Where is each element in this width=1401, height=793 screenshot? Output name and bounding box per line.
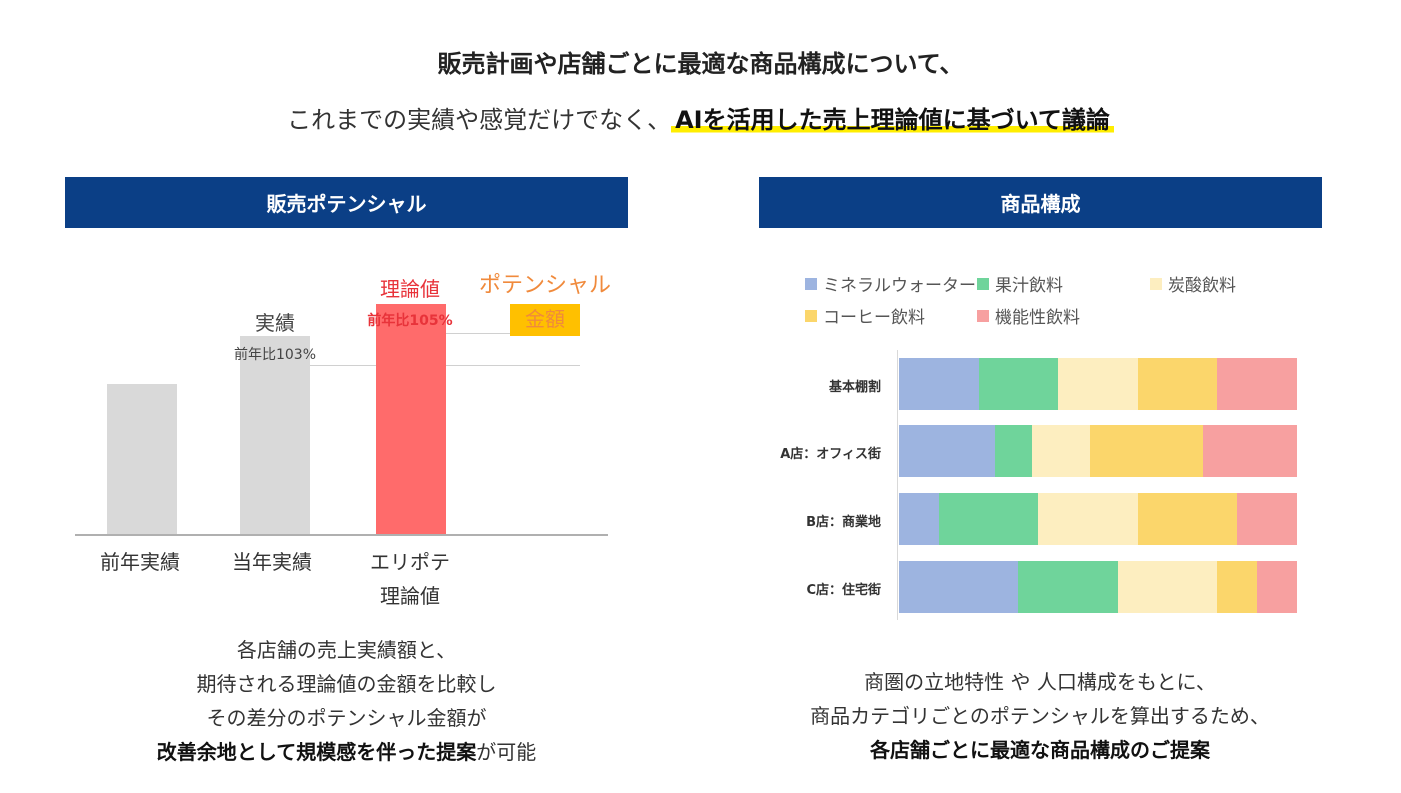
right-caption-bold: 各店舗ごとに最適な商品構成のご提案	[870, 738, 1210, 762]
legend-item: 機能性飲料	[977, 303, 1080, 328]
legend-item: コーヒー飲料	[805, 303, 925, 328]
theory-yoy: 前年比105%	[367, 313, 453, 329]
left-caption-line1: 各店舗の売上実績額と、	[236, 638, 457, 662]
bar-1	[107, 384, 177, 534]
chart-baseline	[75, 534, 608, 536]
stack-segment	[899, 358, 979, 410]
x-tick-label: 前年実績	[100, 550, 180, 574]
headline-line2: これまでの実績や感覚だけでなく、 AIを活用した売上理論値に基づいて議論	[0, 100, 1401, 135]
stack-segment	[1117, 561, 1218, 613]
left-caption-line2: 期待される理論値の金額を比較し	[196, 672, 497, 696]
legend-label: ミネラルウォーター	[823, 276, 976, 296]
legend-item: 果汁飲料	[977, 271, 1063, 296]
potential-label-line1: ポテンシャル	[478, 273, 611, 298]
y-tick-label: C店：住宅街	[806, 583, 881, 598]
left-caption-plain: が可能	[476, 740, 537, 764]
stack-segment	[1137, 358, 1218, 410]
stack-segment	[899, 493, 939, 545]
actual-yoy: 前年比103%	[233, 347, 317, 363]
stack-segment	[899, 425, 995, 477]
stack-segment	[1217, 358, 1297, 410]
x-tick-label: 当年実績	[232, 550, 312, 574]
y-tick-label: A店：オフィス街	[780, 447, 881, 462]
bar-2	[240, 336, 310, 534]
legend-label: 炭酸飲料	[1168, 276, 1236, 296]
stack-segment	[1058, 358, 1138, 410]
x-tick-label: エリポテ	[370, 550, 450, 574]
stack-segment	[1137, 493, 1238, 545]
left-caption-line3: その差分のポテンシャル金額が	[206, 706, 487, 730]
headline-highlight: AIを活用した売上理論値に基づいて議論	[671, 106, 1114, 134]
bar-3	[376, 304, 446, 534]
stack-segment	[1203, 425, 1297, 477]
headline-line1: 販売計画や店舗ごとに最適な商品構成について、	[437, 50, 964, 78]
legend-swatch	[977, 277, 989, 290]
stack-segment	[1038, 493, 1138, 545]
actual-label: 実績	[255, 311, 295, 335]
headline-line2-plain: これまでの実績や感覚だけでなく、	[287, 106, 672, 134]
y-tick-label: 基本棚割	[828, 380, 881, 395]
right-caption: 商圏の立地特性 や 人口構成をもとに、 商品カテゴリごとのポテンシャルを算出する…	[700, 665, 1380, 767]
stack-segment	[1018, 561, 1118, 613]
right-caption-line2: 商品カテゴリごとのポテンシャルを算出するため、	[810, 704, 1270, 728]
stack-segment	[1257, 561, 1297, 613]
x-tick-label: 理論値	[380, 584, 440, 608]
left-caption: 各店舗の売上実績額と、 期待される理論値の金額を比較し その差分のポテンシャル金…	[65, 633, 628, 769]
stack-segment	[1090, 425, 1204, 477]
y-tick-label: B店：商業地	[806, 515, 881, 530]
stack-segment	[899, 561, 1019, 613]
legend-swatch	[977, 309, 989, 322]
legend-swatch	[805, 309, 817, 322]
legend-label: 機能性飲料	[995, 308, 1080, 328]
legend-label: コーヒー飲料	[823, 308, 925, 328]
legend-swatch	[805, 277, 817, 290]
right-caption-line1: 商圏の立地特性 や 人口構成をもとに、	[864, 670, 1216, 694]
stack-segment	[1217, 561, 1258, 613]
sales-potential-chart: 実績 前年比103% 理論値 前年比105% ポテンシャル 金額 前年実績 当年…	[65, 250, 628, 620]
potential-bar	[510, 304, 580, 336]
theory-label: 理論値	[380, 277, 440, 301]
stack-segment	[978, 358, 1059, 410]
left-panel-title: 販売ポテンシャル	[65, 177, 628, 228]
legend-label: 果汁飲料	[995, 276, 1063, 296]
stack-segment	[1032, 425, 1091, 477]
right-panel-title: 商品構成	[759, 177, 1322, 228]
potential-label-line2: 金額	[525, 307, 565, 331]
legend-item: ミネラルウォーター	[805, 271, 976, 296]
left-caption-line4: 改善余地として規模感を伴った提案が可能	[65, 735, 628, 769]
right-caption-line3: 各店舗ごとに最適な商品構成のご提案	[700, 733, 1380, 767]
legend-swatch	[1150, 277, 1162, 290]
stack-segment	[994, 425, 1033, 477]
stack-segment	[938, 493, 1039, 545]
stacked-axis-line	[897, 350, 898, 620]
stack-segment	[1237, 493, 1297, 545]
left-caption-bold: 改善余地として規模感を伴った提案	[156, 740, 477, 764]
legend-item: 炭酸飲料	[1150, 271, 1236, 296]
